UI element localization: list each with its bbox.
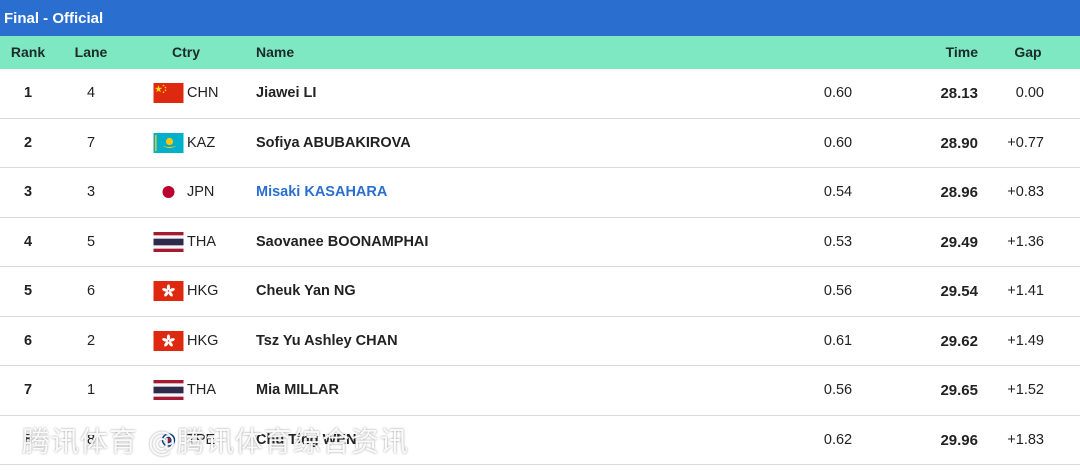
reaction-time-cell: 0.56 xyxy=(823,382,853,398)
country-code-cell: THA xyxy=(187,233,216,250)
country-code-cell: TPE xyxy=(187,431,216,448)
results-title: Final - Official xyxy=(4,9,104,27)
header-time: Time xyxy=(945,44,978,60)
reaction-time-cell: 0.62 xyxy=(823,431,853,448)
reaction-time-cell: 0.60 xyxy=(823,85,853,101)
rank-cell: 5 xyxy=(23,283,33,299)
rank-cell: 4 xyxy=(23,233,33,250)
thailand-flag-icon xyxy=(153,380,184,400)
time-cell: 29.65 xyxy=(940,382,978,399)
reaction-time-cell: 0.61 xyxy=(823,332,853,349)
gap-cell: 0.00 xyxy=(1015,85,1044,101)
rank-cell: 3 xyxy=(23,184,33,200)
thailand-flag-icon xyxy=(153,231,184,252)
china-flag-icon xyxy=(153,83,184,103)
rank-cell: 8 xyxy=(23,431,33,448)
athlete-name: Cheuk Yan NG xyxy=(256,283,356,299)
athlete-name: Mia MILLAR xyxy=(256,382,339,398)
rank-cell: 7 xyxy=(23,382,33,398)
time-cell: 28.96 xyxy=(940,184,978,201)
athlete-name: Sofiya ABUBAKIROVA xyxy=(256,134,411,151)
country-code-cell: THA xyxy=(187,382,216,398)
athlete-name: Chu Ting WEN xyxy=(256,431,357,448)
athlete-name: Saovanee BOONAMPHAI xyxy=(256,233,429,250)
time-cell: 29.62 xyxy=(940,332,978,350)
table-row: 1 4 CHN Jiawei LI 0.60 28.13 0.00 xyxy=(0,69,1080,119)
table-header: Rank Lane Ctry Name Time Gap xyxy=(0,36,1080,69)
table-row: 4 5 THA Saovanee BOONAMPHAI 0.53 29.49 +1.36 xyxy=(0,217,1080,267)
country-code-cell: JPN xyxy=(187,184,215,200)
kazakhstan-flag-icon xyxy=(153,132,184,153)
country-code-cell: CHN xyxy=(187,85,219,101)
gap-cell: +1.49 xyxy=(1007,332,1044,349)
table-row: 2 7 KAZ Sofiya ABUBAKIROVA 0.60 28.90 +0.77 xyxy=(0,118,1080,168)
gap-cell: +1.36 xyxy=(1007,233,1044,250)
chinese-taipei-flag-icon xyxy=(153,429,184,450)
reaction-time-cell: 0.56 xyxy=(823,283,853,299)
rank-cell: 6 xyxy=(23,332,33,349)
results-title-bar: Final - Official xyxy=(0,0,1080,36)
country-code-cell: KAZ xyxy=(187,134,216,151)
time-cell: 29.49 xyxy=(940,233,978,251)
header-country: Ctry xyxy=(171,44,200,60)
gap-cell: +1.52 xyxy=(1007,382,1044,398)
lane-cell: 5 xyxy=(86,233,96,250)
country-code-cell: HKG xyxy=(187,283,219,299)
header-name: Name xyxy=(256,44,295,60)
japan-flag-icon xyxy=(153,182,184,202)
lane-cell: 1 xyxy=(86,382,96,398)
table-row: 5 6 HKG Cheuk Yan NG 0.56 29.54 +1.41 xyxy=(0,267,1080,317)
gap-cell: +0.77 xyxy=(1007,134,1044,151)
time-cell: 28.13 xyxy=(940,85,978,102)
athlete-name[interactable]: Misaki KASAHARA xyxy=(256,184,388,200)
gap-cell: +1.41 xyxy=(1007,283,1044,299)
results-table-body: 1 4 CHN Jiawei LI 0.60 28.13 0.00 2 7 KAZ Sofiya A… xyxy=(0,69,1080,465)
athlete-name: Tsz Yu Ashley CHAN xyxy=(256,332,398,349)
lane-cell: 3 xyxy=(86,184,96,200)
time-cell: 29.96 xyxy=(940,431,978,449)
rank-cell: 1 xyxy=(23,85,33,101)
table-row: 3 3 JPN Misaki KASAHARA 0.54 28.96 +0.83 xyxy=(0,168,1080,218)
rank-cell: 2 xyxy=(23,134,33,151)
lane-cell: 6 xyxy=(86,283,96,299)
country-code-cell: HKG xyxy=(187,332,219,349)
gap-cell: +1.83 xyxy=(1007,431,1044,448)
lane-cell: 7 xyxy=(86,134,96,151)
athlete-name: Jiawei LI xyxy=(256,85,317,101)
lane-cell: 2 xyxy=(86,332,96,349)
time-cell: 28.90 xyxy=(940,134,978,152)
reaction-time-cell: 0.54 xyxy=(823,184,853,200)
lane-cell: 8 xyxy=(86,431,96,448)
hong-kong-flag-icon xyxy=(153,281,184,301)
header-gap: Gap xyxy=(1014,44,1042,60)
gap-cell: +0.83 xyxy=(1007,184,1044,200)
time-cell: 29.54 xyxy=(940,283,978,300)
header-rank: Rank xyxy=(10,44,46,60)
reaction-time-cell: 0.60 xyxy=(823,134,853,151)
reaction-time-cell: 0.53 xyxy=(823,233,853,250)
table-row: 7 1 THA Mia MILLAR 0.56 29.65 +1.52 xyxy=(0,366,1080,416)
lane-cell: 4 xyxy=(86,85,96,101)
table-row: 8 8 TPE Chu Ting WEN 0.62 29.96 +1.83 xyxy=(0,415,1080,465)
hong-kong-flag-icon xyxy=(153,330,184,351)
header-lane: Lane xyxy=(74,44,108,60)
table-row: 6 2 HKG Tsz Yu Ashley CHAN 0.61 29.62 +1.49 xyxy=(0,316,1080,366)
